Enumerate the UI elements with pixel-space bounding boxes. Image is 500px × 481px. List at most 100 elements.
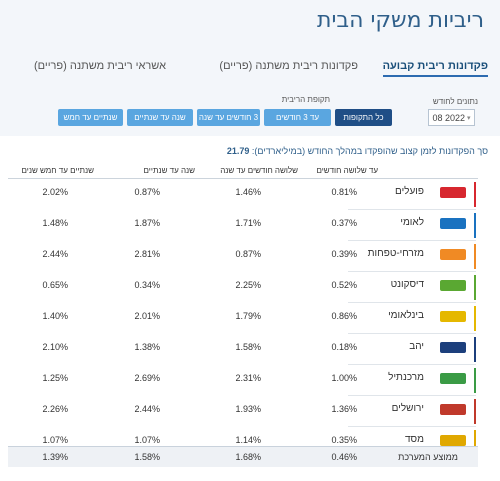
tab-fixed-rate-deposits[interactable]: פקדונות ריבית קבועה [382, 60, 488, 77]
month-value: 08 2022 [432, 112, 466, 123]
bank-accent-bar [474, 337, 476, 362]
column-header[interactable]: שלושה חודשים עד שנה [220, 166, 298, 175]
rate-cell: 1.25% [42, 373, 68, 383]
bank-name: מזרחי-טפחות [367, 248, 424, 259]
table-row: דיסקונט 0.52% 2.25% 0.34% 0.65% [8, 272, 478, 303]
average-label: ממוצע המערכת [398, 452, 458, 462]
rate-cell: 2.81% [134, 249, 160, 259]
average-cell: 1.39% [42, 452, 68, 462]
average-cell: 1.58% [134, 452, 160, 462]
rate-cell: 0.35% [331, 435, 357, 445]
rate-cell: 0.87% [235, 249, 261, 259]
bank-name: מסד [405, 434, 424, 445]
rate-cell: 0.87% [134, 187, 160, 197]
rate-cell: 1.40% [42, 311, 68, 321]
bank-name: לאומי [400, 217, 424, 228]
table-row: פועלים 0.81% 1.46% 0.87% 2.02% [8, 179, 478, 210]
summary-value: 21.79 [226, 146, 250, 156]
column-header[interactable]: עד שלושה חודשים [316, 166, 378, 175]
column-header[interactable]: שנה עד שנתיים [143, 166, 195, 175]
rate-cell: 1.36% [331, 404, 357, 414]
bank-logo-beinleumi [440, 311, 466, 322]
table-row: בינלאומי 0.86% 1.79% 2.01% 1.40% [8, 303, 478, 334]
rate-cell: 0.18% [331, 342, 357, 352]
rate-cell: 1.07% [134, 435, 160, 445]
row-divider [348, 333, 476, 334]
bank-name: ירושלים [391, 403, 424, 414]
chevron-down-icon: ▾ [467, 114, 471, 122]
row-divider [348, 302, 476, 303]
row-divider [348, 364, 476, 365]
bank-logo-leumi [440, 218, 466, 229]
bank-logo-jerusalem [440, 404, 466, 415]
bank-logo-mercantile [440, 373, 466, 384]
rate-cell: 1.07% [42, 435, 68, 445]
rate-cell: 1.71% [235, 218, 261, 228]
tab-prime-rate-deposits[interactable]: פקדונות ריבית משתנה (פריים) [219, 60, 358, 72]
rate-cell: 1.93% [235, 404, 261, 414]
rate-cell: 2.25% [235, 280, 261, 290]
bank-logo-discount [440, 280, 466, 291]
bank-name: מרכנתיל [388, 372, 424, 383]
bank-accent-bar [474, 306, 476, 331]
rate-cell: 1.38% [134, 342, 160, 352]
bank-logo-mizrahi [440, 249, 466, 260]
period-all-button[interactable]: כל התקופות [335, 109, 392, 126]
table-header: עד שלושה חודשים שלושה חודשים עד שנה שנה … [8, 162, 478, 179]
bank-name: פועלים [395, 186, 424, 197]
bank-name: בינלאומי [388, 310, 424, 321]
rate-cell: 1.87% [134, 218, 160, 228]
rate-cell: 2.02% [42, 187, 68, 197]
table-row: מרכנתיל 1.00% 2.31% 2.69% 1.25% [8, 365, 478, 396]
rate-cell: 2.31% [235, 373, 261, 383]
tab-prime-rate-credit[interactable]: אשראי ריבית משתנה (פריים) [33, 60, 166, 72]
rate-cell: 0.39% [331, 249, 357, 259]
bank-accent-bar [474, 213, 476, 238]
rate-cell: 1.14% [235, 435, 261, 445]
rate-cell: 2.44% [134, 404, 160, 414]
column-header[interactable]: שנתיים עד חמש שנים [21, 166, 94, 175]
period-year-to-2-years-button[interactable]: שנה עד שנתיים [127, 109, 193, 126]
bank-accent-bar [474, 182, 476, 207]
rate-cell: 2.26% [42, 404, 68, 414]
row-divider [348, 426, 476, 427]
rate-cell: 0.65% [42, 280, 68, 290]
period-label: תקופת הריבית [281, 95, 330, 104]
page-title: ריביות משקי הבית [317, 8, 484, 33]
bank-accent-bar [474, 430, 476, 455]
table-row: מזרחי-טפחות 0.39% 0.87% 2.81% 2.44% [8, 241, 478, 272]
bank-accent-bar [474, 399, 476, 424]
rate-cell: 2.44% [42, 249, 68, 259]
table-row: יהב 0.18% 1.58% 1.38% 2.10% [8, 334, 478, 365]
average-cell: 0.46% [331, 452, 357, 462]
period-up-to-3-months-button[interactable]: עד 3 חודשים [264, 109, 331, 126]
rate-cell: 0.37% [331, 218, 357, 228]
period-3-months-to-year-button[interactable]: 3 חודשים עד שנה [197, 109, 260, 126]
average-cell: 1.68% [235, 452, 261, 462]
rate-cell: 0.52% [331, 280, 357, 290]
bank-logo-yahav [440, 342, 466, 353]
period-2-to-5-years-button[interactable]: שנתיים עד חמש [58, 109, 123, 126]
summary-text: סך הפקדונות לזמן קצוב שהופקדו במהלך החוד… [251, 146, 488, 156]
rates-table-body: פועלים 0.81% 1.46% 0.87% 2.02% לאומי 0.37% 1.71… [8, 179, 478, 458]
bank-name: דיסקונט [390, 279, 424, 290]
rate-cell: 0.86% [331, 311, 357, 321]
rate-cell: 1.79% [235, 311, 261, 321]
row-divider [348, 209, 476, 210]
bank-accent-bar [474, 275, 476, 300]
system-average-row: ממוצע המערכת 0.46% 1.68% 1.58% 1.39% [8, 446, 478, 467]
bank-accent-bar [474, 244, 476, 269]
bank-name: יהב [409, 341, 424, 352]
month-select[interactable]: 08 2022 ▾ [428, 109, 475, 126]
tab-bar: פקדונות ריבית קבועה פקדונות ריבית משתנה … [8, 60, 488, 80]
row-divider [348, 395, 476, 396]
rate-cell: 1.46% [235, 187, 261, 197]
row-divider [348, 271, 476, 272]
bank-logo-poalim [440, 187, 466, 198]
bank-logo-massad [440, 435, 466, 446]
rate-cell: 1.58% [235, 342, 261, 352]
deposits-summary: סך הפקדונות לזמן קצוב שהופקדו במהלך החוד… [227, 146, 488, 156]
table-row: ירושלים 1.36% 1.93% 2.44% 2.26% [8, 396, 478, 427]
rate-cell: 1.00% [331, 373, 357, 383]
rate-cell: 2.10% [42, 342, 68, 352]
